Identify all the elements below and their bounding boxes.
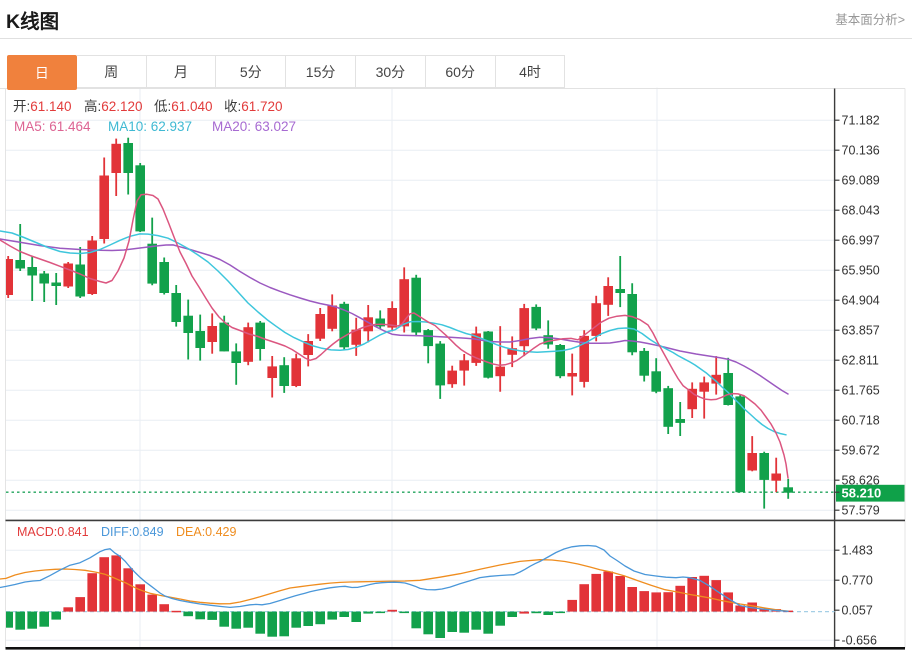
svg-text:65.950: 65.950 bbox=[842, 264, 880, 278]
svg-text:62.811: 62.811 bbox=[842, 354, 879, 368]
svg-text:58.210: 58.210 bbox=[842, 485, 882, 500]
svg-text:59.672: 59.672 bbox=[842, 444, 880, 458]
svg-text:68.043: 68.043 bbox=[842, 204, 880, 218]
svg-text:70.136: 70.136 bbox=[842, 144, 880, 158]
svg-text:58.626: 58.626 bbox=[842, 474, 880, 488]
svg-text:64.904: 64.904 bbox=[842, 294, 880, 308]
svg-text:1.483: 1.483 bbox=[842, 544, 873, 558]
svg-text:0.770: 0.770 bbox=[842, 574, 873, 588]
svg-text:71.182: 71.182 bbox=[842, 114, 880, 128]
svg-text:0.057: 0.057 bbox=[842, 604, 873, 618]
svg-text:57.579: 57.579 bbox=[842, 504, 880, 518]
svg-text:60.718: 60.718 bbox=[842, 414, 880, 428]
svg-text:-0.656: -0.656 bbox=[842, 634, 877, 648]
svg-text:69.089: 69.089 bbox=[842, 174, 880, 188]
svg-text:61.765: 61.765 bbox=[842, 384, 880, 398]
svg-text:63.857: 63.857 bbox=[842, 324, 880, 338]
svg-text:66.997: 66.997 bbox=[842, 234, 880, 248]
